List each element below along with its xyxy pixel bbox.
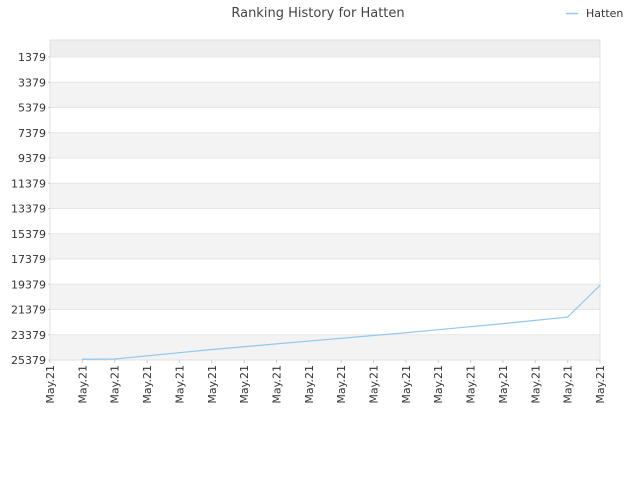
grid-band — [50, 259, 600, 285]
data-point — [114, 358, 116, 360]
x-tick-label: May.21 — [303, 365, 316, 404]
y-tick-label: 9379 — [18, 152, 46, 165]
grid-band — [50, 40, 600, 57]
x-tick-label: May.21 — [594, 365, 607, 404]
grid-band — [50, 132, 600, 158]
grid-band — [50, 233, 600, 259]
data-point — [211, 348, 213, 351]
data-point — [178, 352, 181, 354]
grid-band — [50, 158, 600, 184]
y-tick-label: 5379 — [18, 102, 46, 115]
data-point — [275, 343, 278, 345]
data-point — [146, 355, 148, 357]
x-tick-label: May.21 — [529, 365, 542, 404]
data-point — [340, 337, 342, 339]
grid-band — [50, 208, 600, 234]
x-tick-label: May.21 — [206, 365, 219, 404]
y-tick-label: 17379 — [11, 253, 46, 266]
y-tick-label: 15379 — [11, 228, 46, 241]
x-axis-ticks: May.21 May.21 May.21 May.21 May.21 May.21 May.… — [44, 360, 607, 404]
y-tick-label: 11379 — [11, 177, 46, 190]
plot-border — [49, 39, 601, 361]
grid-band — [50, 82, 600, 108]
grid-bands — [50, 40, 600, 360]
x-tick-label: May.21 — [497, 365, 510, 404]
y-tick-label: 7379 — [18, 127, 46, 140]
data-point — [534, 319, 536, 321]
legend-label-hatten: Hatten — [586, 7, 623, 20]
data-point — [599, 284, 601, 286]
y-tick-label: 13379 — [11, 203, 46, 216]
x-tick-label: May.21 — [76, 365, 89, 404]
x-tick-label: May.21 — [44, 365, 57, 404]
grid-band — [50, 334, 600, 360]
data-point — [502, 323, 504, 325]
data-point — [469, 326, 472, 328]
data-point — [405, 332, 407, 334]
x-tick-label: May.21 — [270, 365, 283, 404]
x-tick-label: May.21 — [562, 365, 575, 404]
x-tick-label: May.21 — [432, 365, 445, 404]
x-tick-label: May.21 — [141, 365, 154, 404]
data-point — [372, 334, 375, 337]
x-tick-label: May.21 — [400, 365, 413, 404]
x-tick-label: May.21 — [368, 365, 381, 404]
legend[interactable]: Hatten — [566, 7, 623, 20]
y-tick-label: 21379 — [11, 304, 46, 317]
grid-band — [50, 57, 600, 83]
grid-band — [50, 309, 600, 335]
y-tick-label: 3379 — [18, 76, 46, 89]
data-point — [308, 340, 310, 342]
grid-band — [50, 183, 600, 209]
data-point — [567, 316, 569, 318]
y-tick-label: 1379 — [18, 51, 46, 64]
data-point — [437, 329, 439, 331]
x-tick-label: May.21 — [335, 365, 348, 404]
data-point — [81, 358, 83, 360]
y-tick-label: 25379 — [11, 354, 46, 367]
data-point — [243, 346, 245, 348]
y-axis-ticks: 1379 3379 5379 7379 9379 11379 13379 15379 17379… — [11, 51, 50, 367]
x-tick-label: May.21 — [465, 365, 478, 404]
x-tick-label: May.21 — [238, 365, 251, 404]
series-layer — [81, 284, 601, 360]
x-tick-label: May.21 — [173, 365, 186, 404]
chart-title: Ranking History for Hatten — [231, 6, 404, 21]
x-tick-label: May.21 — [109, 365, 122, 404]
grid-band — [50, 107, 600, 133]
y-tick-label: 19379 — [11, 278, 46, 291]
grid-band — [50, 284, 600, 310]
y-tick-label: 23379 — [11, 329, 46, 342]
